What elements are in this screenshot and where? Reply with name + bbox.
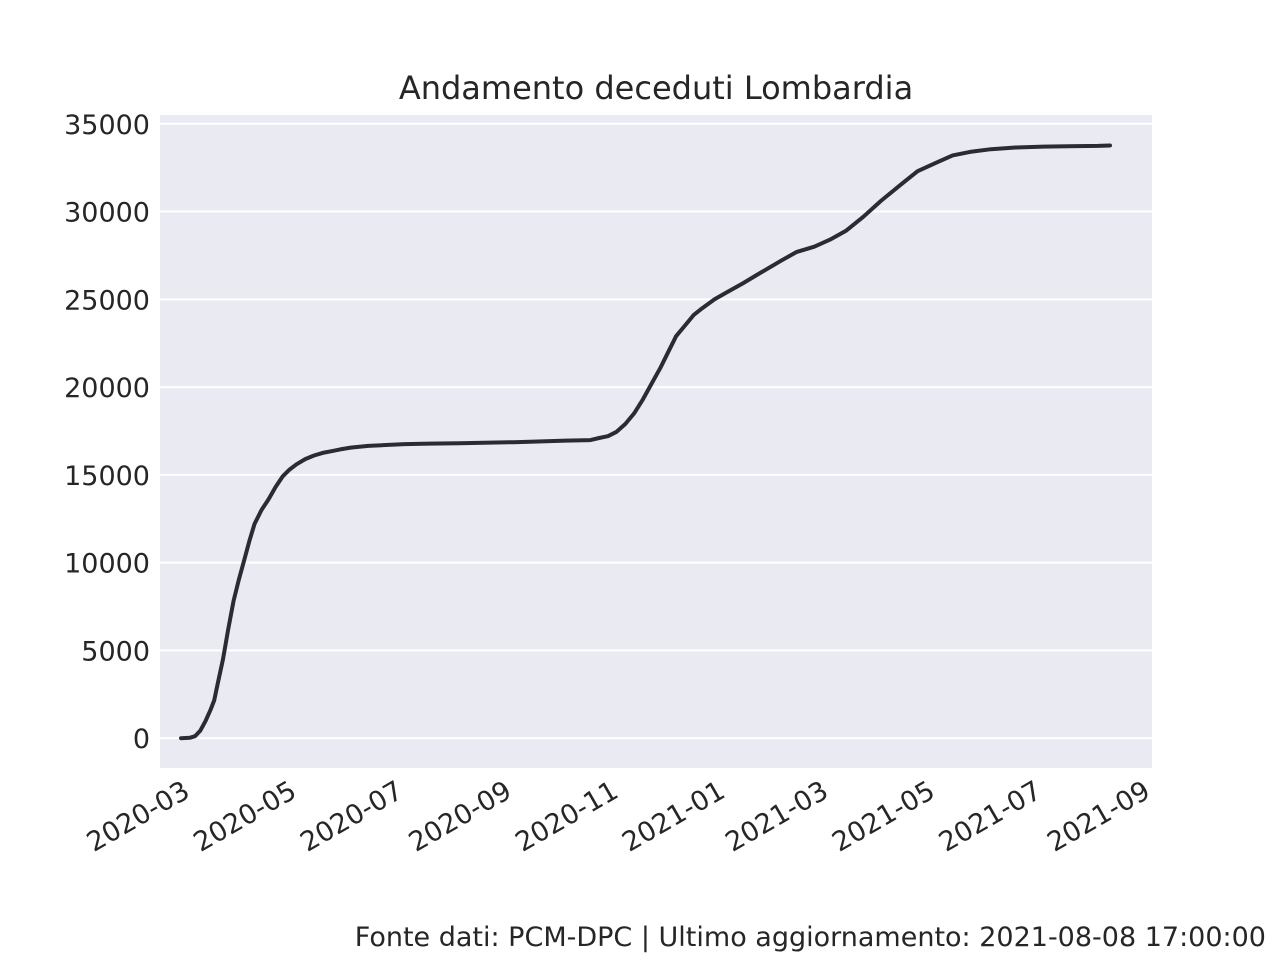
x-tick-label: 2020-07 (295, 775, 408, 858)
x-axis: 2020-032020-052020-072020-092020-112021-… (82, 775, 1156, 858)
y-tick-label: 15000 (64, 461, 150, 492)
x-tick-label: 2021-07 (934, 775, 1047, 858)
data-source-footer: Fonte dati: PCM-DPC | Ultimo aggiornamen… (354, 922, 1266, 953)
y-tick-label: 35000 (64, 110, 150, 141)
y-tick-label: 25000 (64, 285, 150, 316)
x-tick-label: 2021-03 (720, 775, 833, 858)
y-tick-label: 0 (133, 724, 150, 755)
x-tick-label: 2021-01 (617, 775, 730, 858)
series-line (179, 143, 1112, 741)
series-lines (179, 143, 1112, 741)
x-tick-label: 2020-03 (82, 775, 195, 858)
x-tick-label: 2020-09 (404, 775, 517, 858)
y-axis: 0 5000 10000 15000 20000 25000 30000 35000 (64, 110, 150, 755)
y-tick-label: 10000 (64, 549, 150, 580)
chart-title: Andamento deceduti Lombardia (399, 69, 913, 107)
y-tick-label: 5000 (81, 636, 150, 667)
x-tick-label: 2020-05 (189, 775, 302, 858)
y-tick-label: 20000 (64, 373, 150, 404)
x-tick-label: 2021-05 (827, 775, 940, 858)
y-tick-label: 30000 (64, 198, 150, 229)
x-tick-label: 2020-11 (510, 775, 623, 858)
x-tick-label: 2021-09 (1042, 775, 1155, 858)
plot-area (160, 115, 1152, 768)
grid-lines (160, 122, 1152, 740)
